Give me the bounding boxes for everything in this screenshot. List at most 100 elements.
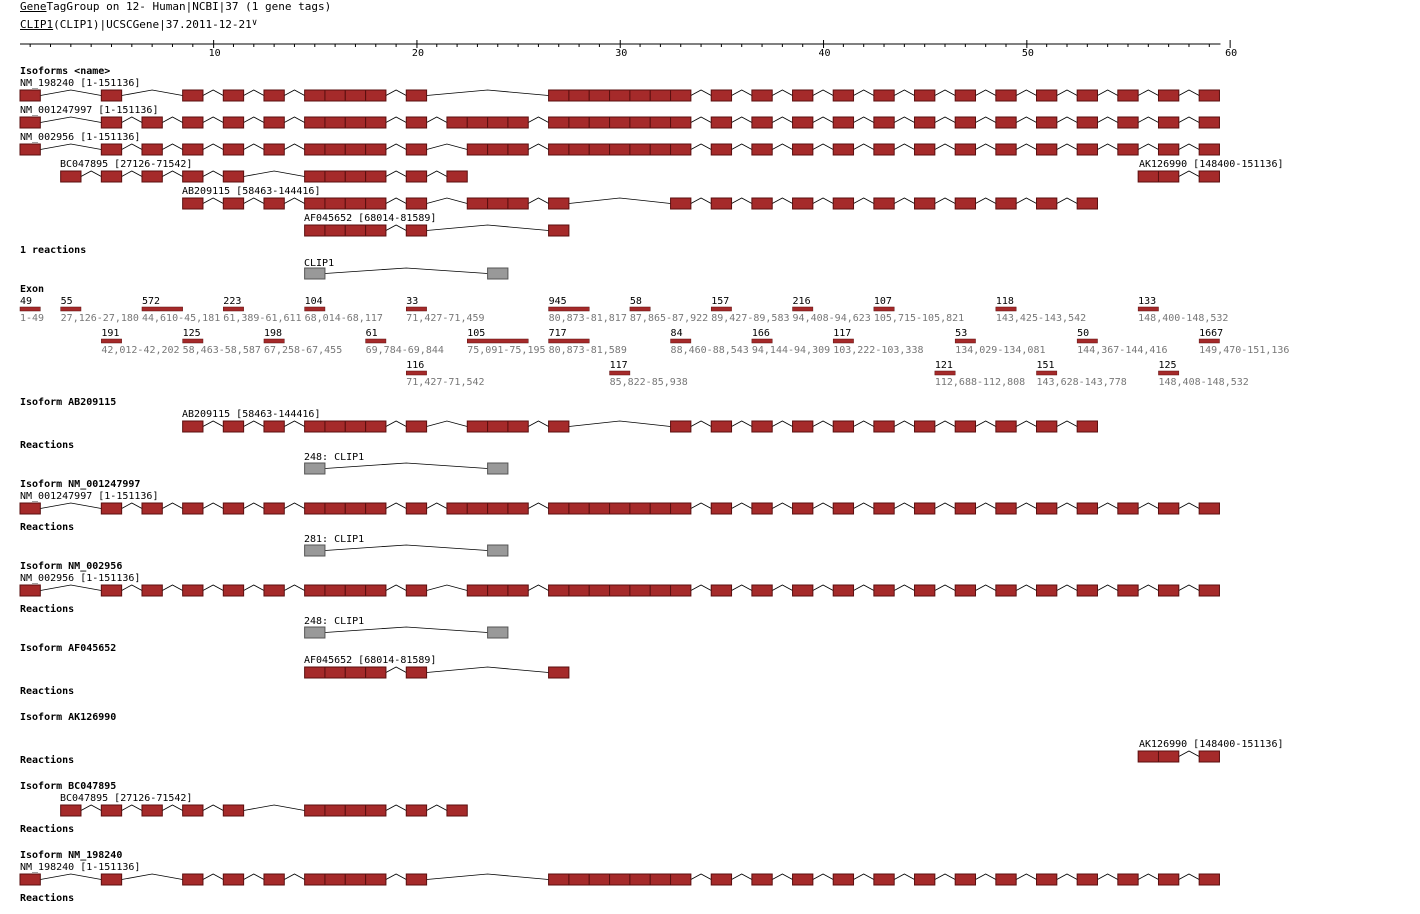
isoform-track-exon[interactable] xyxy=(304,170,326,183)
isoform-track-exon[interactable] xyxy=(588,89,611,102)
isoform-track-exon[interactable] xyxy=(100,116,123,129)
isoform-track-exon[interactable] xyxy=(548,143,570,156)
exon-bar[interactable] xyxy=(263,338,285,344)
isoform-track-exon[interactable] xyxy=(832,116,855,129)
isoform-track-exon[interactable] xyxy=(182,170,204,183)
isoform-detail-track-exon[interactable] xyxy=(344,804,367,817)
isoform-label[interactable]: AK126990 [148400-151136] xyxy=(1139,159,1284,170)
isoform-detail-track-exon[interactable] xyxy=(487,584,509,597)
isoform-track-exon[interactable] xyxy=(405,89,428,102)
isoform-track-exon[interactable] xyxy=(263,89,285,102)
isoform-track-exon[interactable] xyxy=(405,224,428,237)
isoform-detail-track-exon[interactable] xyxy=(405,666,428,679)
exon-length-label[interactable]: 1667 xyxy=(1199,328,1223,339)
exon-bar[interactable] xyxy=(548,338,590,344)
isoform-detail-track-exon[interactable] xyxy=(1198,750,1220,763)
isoform-detail-track-exon[interactable] xyxy=(324,804,346,817)
isoform-track-exon[interactable] xyxy=(1198,143,1220,156)
isoform-detail-track-exon[interactable] xyxy=(609,584,631,597)
isoform-track-exon[interactable] xyxy=(914,89,936,102)
isoform-detail-track-exon[interactable] xyxy=(629,584,651,597)
isoform-detail-track-exon[interactable] xyxy=(182,420,204,433)
isoform-detail-track-exon[interactable] xyxy=(832,584,855,597)
isoform-detail-track-exon[interactable] xyxy=(1117,502,1139,515)
isoform-detail-label[interactable]: AB209115 [58463-144416] xyxy=(182,409,320,420)
exon-length-label[interactable]: 107 xyxy=(874,296,892,307)
isoform-track-exon[interactable] xyxy=(324,89,346,102)
isoform-track-exon[interactable] xyxy=(141,116,163,129)
isoform-detail-track-exon[interactable] xyxy=(670,502,692,515)
exon-length-label[interactable]: 61 xyxy=(366,328,378,339)
isoform-detail-track-exon[interactable] xyxy=(792,420,814,433)
isoform-detail-track-exon[interactable] xyxy=(304,584,326,597)
exon-bar[interactable] xyxy=(1137,306,1159,312)
isoform-detail-track-exon[interactable] xyxy=(100,502,123,515)
isoform-track-exon[interactable] xyxy=(507,143,529,156)
isoform-detail-track-exon[interactable] xyxy=(141,804,163,817)
isoform-track-exon[interactable] xyxy=(304,116,326,129)
isoform-detail-track-exon[interactable] xyxy=(1198,584,1220,597)
isoform-track-exon[interactable] xyxy=(710,197,733,210)
isoform-detail-track-exon[interactable] xyxy=(914,502,936,515)
isoform-detail-track-exon[interactable] xyxy=(222,502,245,515)
isoform-detail-track-exon[interactable] xyxy=(263,420,285,433)
isoform-detail-track-exon[interactable] xyxy=(1117,873,1139,886)
isoform-detail-track-exon[interactable] xyxy=(1076,873,1098,886)
isoform-track-exon[interactable] xyxy=(1076,197,1098,210)
isoform-track-exon[interactable] xyxy=(507,116,529,129)
isoform-detail-track-exon[interactable] xyxy=(405,873,428,886)
isoform-track-exon[interactable] xyxy=(100,143,123,156)
isoform-track-exon[interactable] xyxy=(344,197,367,210)
reaction-detail-label[interactable]: 281: CLIP1 xyxy=(304,534,364,545)
isoform-track-exon[interactable] xyxy=(405,197,428,210)
exon-length-label[interactable]: 125 xyxy=(183,328,201,339)
isoform-track-exon[interactable] xyxy=(792,143,814,156)
isoform-detail-track-exon[interactable] xyxy=(446,502,468,515)
isoform-detail-track-exon[interactable] xyxy=(222,420,245,433)
isoform-track-exon[interactable] xyxy=(792,197,814,210)
isoform-track-exon[interactable] xyxy=(588,143,611,156)
reaction-detail-track-exon[interactable] xyxy=(304,544,326,557)
isoform-detail-track-exon[interactable] xyxy=(1036,584,1058,597)
isoform-detail-track-exon[interactable] xyxy=(995,502,1017,515)
isoform-track-exon[interactable] xyxy=(405,116,428,129)
isoform-track-exon[interactable] xyxy=(324,143,346,156)
isoform-detail-track-exon[interactable] xyxy=(405,420,428,433)
isoform-track-exon[interactable] xyxy=(914,143,936,156)
exon-bar[interactable] xyxy=(873,306,895,312)
isoform-track-exon[interactable] xyxy=(182,89,204,102)
isoform-track-exon[interactable] xyxy=(344,143,367,156)
isoform-detail-label[interactable]: AF045652 [68014-81589] xyxy=(304,655,436,666)
isoform-track-exon[interactable] xyxy=(873,89,895,102)
isoform-detail-track-exon[interactable] xyxy=(751,420,773,433)
exon-length-label[interactable]: 191 xyxy=(101,328,119,339)
isoform-track-exon[interactable] xyxy=(344,116,367,129)
exon-bar[interactable] xyxy=(751,338,773,344)
isoform-detail-track-exon[interactable] xyxy=(914,420,936,433)
isoform-detail-track-exon[interactable] xyxy=(670,873,692,886)
isoform-track-exon[interactable] xyxy=(60,170,82,183)
isoform-track-exon[interactable] xyxy=(568,89,590,102)
exon-bar[interactable] xyxy=(1076,338,1098,344)
isoform-detail-label[interactable]: AK126990 [148400-151136] xyxy=(1139,739,1284,750)
isoform-track-exon[interactable] xyxy=(182,116,204,129)
isoform-detail-track-exon[interactable] xyxy=(1157,584,1180,597)
isoform-detail-track-exon[interactable] xyxy=(1036,502,1058,515)
isoform-track-exon[interactable] xyxy=(19,116,41,129)
isoform-detail-track-exon[interactable] xyxy=(588,873,611,886)
isoform-detail-track-exon[interactable] xyxy=(1157,502,1180,515)
exon-length-label[interactable]: 125 xyxy=(1158,360,1176,371)
isoform-detail-track-exon[interactable] xyxy=(507,502,529,515)
isoform-detail-track-exon[interactable] xyxy=(792,502,814,515)
isoform-track-exon[interactable] xyxy=(365,224,387,237)
isoform-detail-track-exon[interactable] xyxy=(324,666,346,679)
isoform-detail-track-exon[interactable] xyxy=(954,420,977,433)
isoform-track-exon[interactable] xyxy=(1157,170,1180,183)
isoform-detail-track-exon[interactable] xyxy=(344,666,367,679)
isoform-track-exon[interactable] xyxy=(263,116,285,129)
isoform-track-exon[interactable] xyxy=(1137,170,1159,183)
isoform-track-exon[interactable] xyxy=(344,89,367,102)
isoform-track-exon[interactable] xyxy=(629,116,651,129)
isoform-detail-track-exon[interactable] xyxy=(1076,584,1098,597)
exon-length-label[interactable]: 116 xyxy=(406,360,424,371)
